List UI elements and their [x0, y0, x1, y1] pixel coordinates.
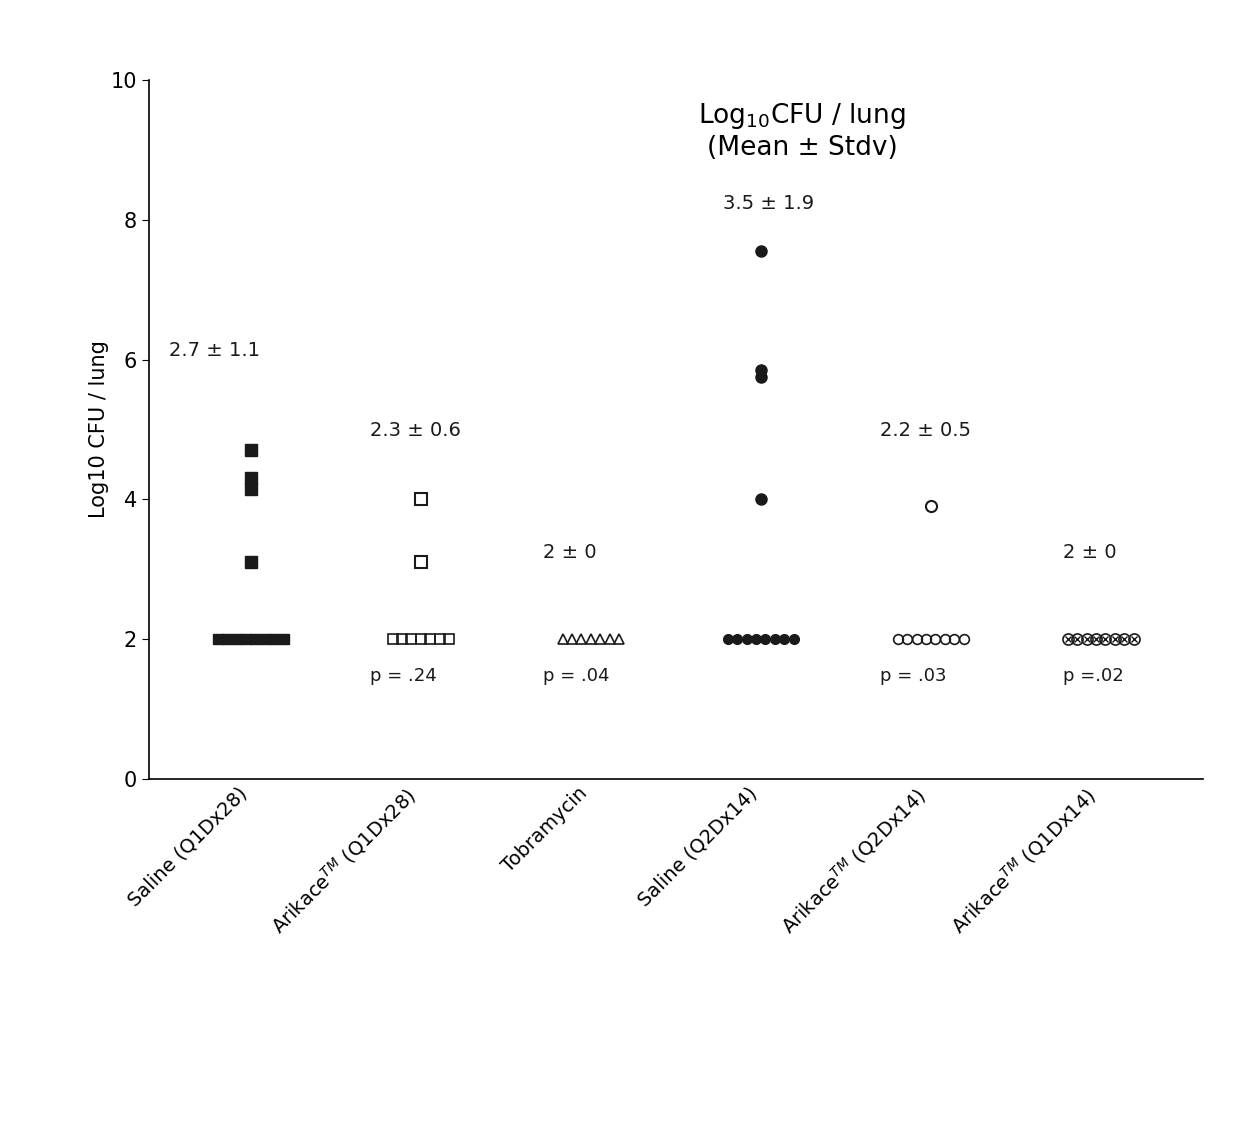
Text: 2 ± 0: 2 ± 0: [1064, 543, 1117, 562]
Text: p = .24: p = .24: [370, 666, 436, 685]
Text: 2.2 ± 0.5: 2.2 ± 0.5: [880, 421, 971, 440]
Text: Log$_{10}$CFU / lung
(Mean ± Stdv): Log$_{10}$CFU / lung (Mean ± Stdv): [698, 101, 906, 161]
Text: 2.3 ± 0.6: 2.3 ± 0.6: [370, 421, 461, 440]
Text: p =.02: p =.02: [1064, 666, 1125, 685]
Y-axis label: Log10 CFU / lung: Log10 CFU / lung: [89, 340, 109, 519]
Text: p = .04: p = .04: [543, 666, 610, 685]
Text: p = .03: p = .03: [880, 666, 946, 685]
Text: 2.7 ± 1.1: 2.7 ± 1.1: [169, 340, 260, 360]
Text: 2 ± 0: 2 ± 0: [543, 543, 596, 562]
Text: 3.5 ± 1.9: 3.5 ± 1.9: [723, 194, 815, 213]
